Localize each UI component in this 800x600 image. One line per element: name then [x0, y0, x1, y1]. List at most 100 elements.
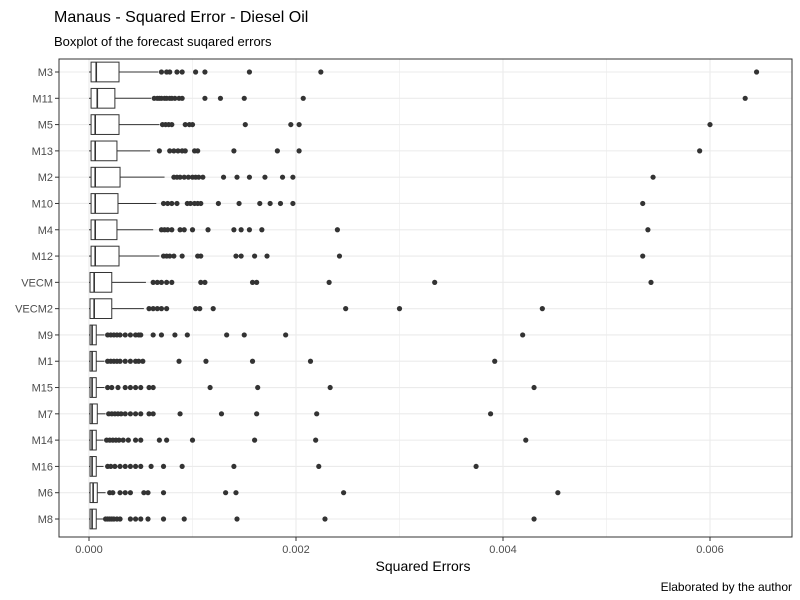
y-tick-label: M11 [32, 93, 53, 105]
outlier-point [336, 253, 343, 259]
outlier-point [231, 227, 237, 233]
outlier-point [127, 332, 133, 338]
outlier-point [132, 411, 139, 417]
outlier-point [132, 384, 139, 391]
outlier-point [182, 121, 188, 128]
box-m1 [89, 350, 105, 372]
outlier-point [555, 490, 561, 496]
outlier-point [110, 490, 116, 496]
box-iqr [89, 271, 113, 293]
outlier-point [167, 148, 173, 154]
box-vecm2 [89, 298, 144, 320]
box-iqr [89, 403, 98, 425]
box-m12 [89, 245, 160, 267]
outlier-point [187, 200, 194, 207]
outlier-point [122, 332, 128, 338]
outlier-point [241, 95, 247, 101]
box-iqr [89, 377, 97, 398]
outlier-point [140, 358, 146, 364]
outlier-point [185, 174, 191, 180]
outlier-point [432, 279, 438, 285]
box-iqr [90, 140, 118, 162]
y-tick-label: M14 [32, 435, 53, 447]
outlier-point [215, 200, 221, 207]
grid-lines [59, 59, 792, 537]
outlier-point [179, 95, 185, 101]
box-m13 [89, 140, 151, 162]
outlier-point [179, 69, 185, 75]
outlier-point [171, 148, 177, 154]
outlier-point [115, 384, 121, 391]
outlier-point [164, 306, 170, 312]
outlier-point [202, 279, 208, 285]
outlier-point [234, 516, 240, 522]
y-tick-label: VECM2 [15, 304, 53, 316]
box-m2 [89, 166, 165, 188]
box-m15 [89, 377, 105, 398]
box-iqr [90, 219, 118, 241]
outlier-point [125, 437, 131, 443]
outlier-point [742, 95, 748, 101]
outlier-point [117, 332, 123, 338]
outlier-point [108, 463, 114, 470]
outlier-point [122, 358, 128, 364]
outlier-point [136, 358, 142, 364]
outlier-point [217, 95, 224, 101]
outlier-point [531, 516, 537, 522]
outlier-point [487, 411, 494, 417]
outlier-point [238, 253, 244, 259]
outlier-point [167, 253, 173, 259]
outlier-point [176, 358, 182, 364]
outlier-point [182, 148, 188, 154]
box-iqr [90, 61, 120, 83]
outlier-point [246, 69, 253, 75]
outlier-point [164, 437, 170, 443]
box-m4 [89, 219, 154, 241]
outlier-point [122, 411, 128, 417]
outlier-point [150, 332, 156, 338]
outlier-point [154, 306, 160, 312]
outlier-point [640, 253, 646, 259]
panel-border [58, 58, 793, 538]
outlier-point [189, 121, 196, 128]
y-tick-label: M10 [32, 198, 53, 210]
y-tick-label: M6 [38, 488, 53, 500]
outlier-point [116, 437, 122, 443]
outlier-point [492, 358, 498, 364]
box-iqr [90, 87, 116, 109]
outlier-point [172, 332, 178, 338]
outlier-point [231, 463, 237, 470]
outlier-point [120, 437, 126, 443]
outlier-point [238, 227, 244, 233]
outliers [102, 69, 760, 522]
outlier-point [105, 384, 111, 391]
outlier-point [117, 463, 123, 470]
outlier-point [473, 463, 479, 470]
outlier-point [249, 279, 256, 285]
outlier-point [189, 227, 196, 233]
box-m7 [89, 403, 106, 425]
outlier-point [181, 174, 187, 180]
outlier-point [231, 148, 237, 154]
chart-subtitle: Boxplot of the forecast suqared errors [54, 34, 272, 49]
outlier-point [127, 384, 133, 391]
outlier-point [127, 463, 133, 470]
outlier-point [236, 200, 242, 207]
box-iqr [90, 245, 120, 267]
outlier-point [279, 174, 286, 180]
box-iqr [90, 166, 121, 188]
outlier-point [171, 253, 177, 259]
box-iqr [89, 324, 97, 346]
outlier-point [145, 490, 151, 496]
chart-title: Manaus - Squared Error - Diesel Oil [54, 9, 308, 26]
outlier-point [174, 200, 180, 207]
outlier-point [165, 227, 171, 233]
outlier-point [274, 148, 280, 154]
outlier-point [150, 279, 156, 285]
box-iqr [89, 456, 97, 477]
box-iqr [89, 298, 113, 320]
outlier-point [148, 463, 154, 470]
outlier-point [205, 227, 211, 233]
outlier-point [160, 463, 167, 470]
outlier-point [203, 358, 209, 364]
